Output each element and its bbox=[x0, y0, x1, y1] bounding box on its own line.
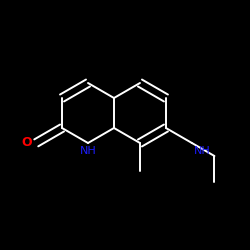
Text: NH: NH bbox=[194, 146, 210, 156]
Text: O: O bbox=[22, 136, 32, 149]
Text: NH: NH bbox=[80, 146, 96, 156]
